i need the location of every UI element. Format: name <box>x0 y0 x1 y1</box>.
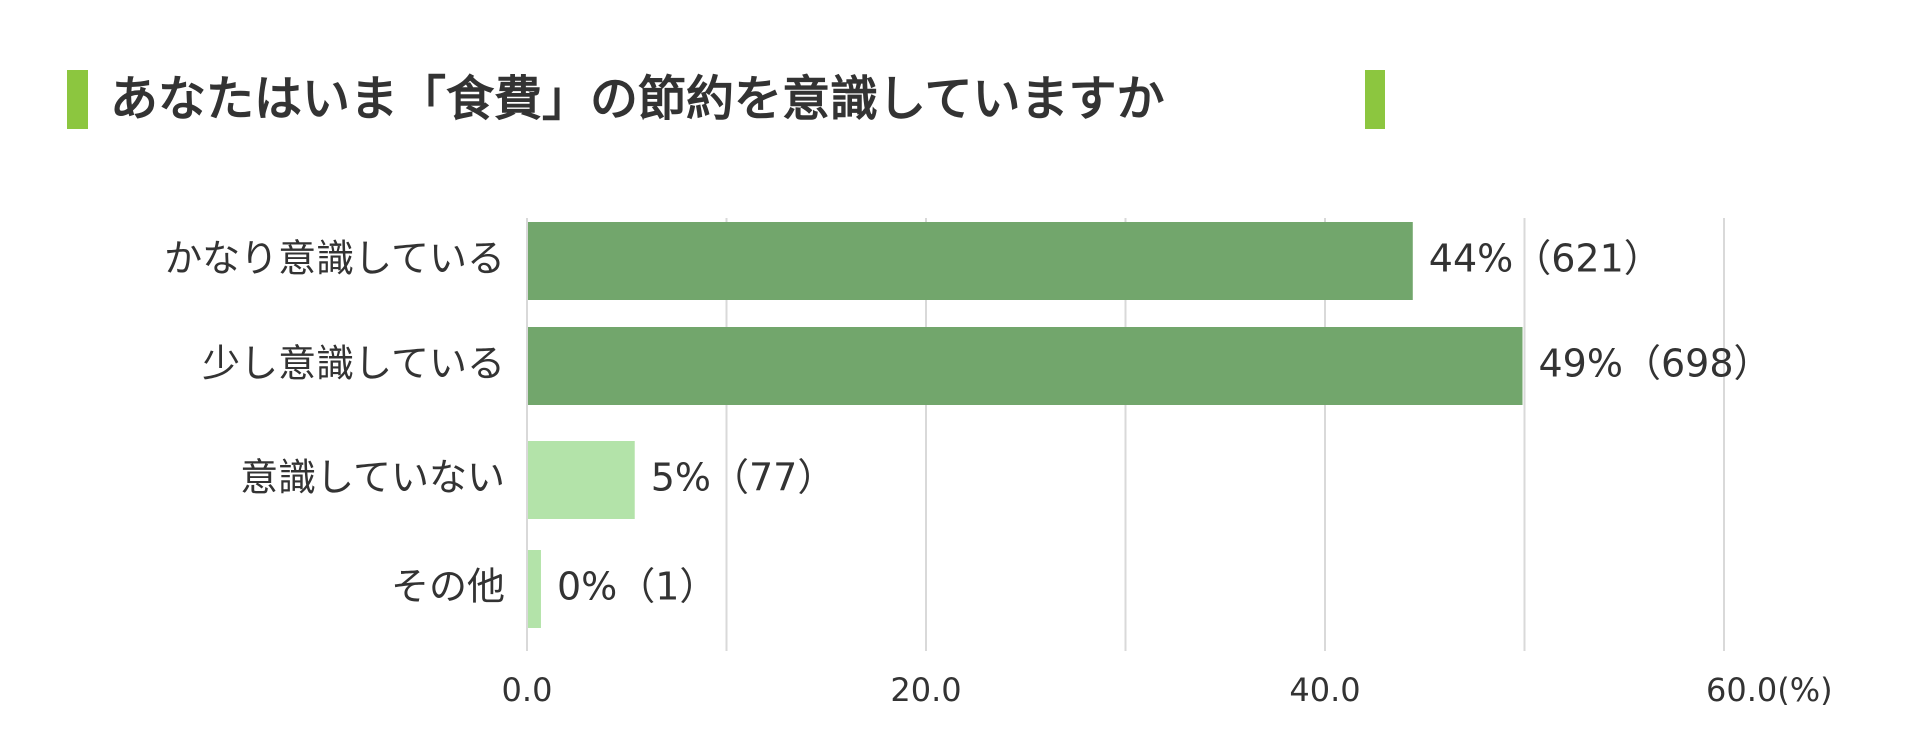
bar <box>527 222 1413 300</box>
value-label: 44%（621） <box>1429 237 1662 281</box>
x-tick-label: 20.0 <box>890 671 961 709</box>
y-tick-label: その他 <box>391 565 505 609</box>
bar <box>527 441 635 519</box>
value-label: 49%（698） <box>1539 342 1772 386</box>
y-tick-label: 少し意識している <box>202 342 505 386</box>
value-label: 5%（77） <box>651 456 836 500</box>
value-label: 0%（1） <box>557 565 717 609</box>
title-marker <box>67 70 88 129</box>
y-tick-label: 意識していない <box>240 456 505 500</box>
chart-title: あなたはいま「食費」の節約を意識していますか <box>110 71 1165 127</box>
x-tick-label: 0.0 <box>502 671 553 709</box>
x-tick-label: 60.0(%) <box>1706 671 1833 709</box>
x-tick-label: 40.0 <box>1289 671 1360 709</box>
bar <box>527 550 541 628</box>
bar <box>527 327 1523 405</box>
y-tick-label: かなり意識している <box>164 237 505 281</box>
title-marker <box>1365 70 1385 129</box>
